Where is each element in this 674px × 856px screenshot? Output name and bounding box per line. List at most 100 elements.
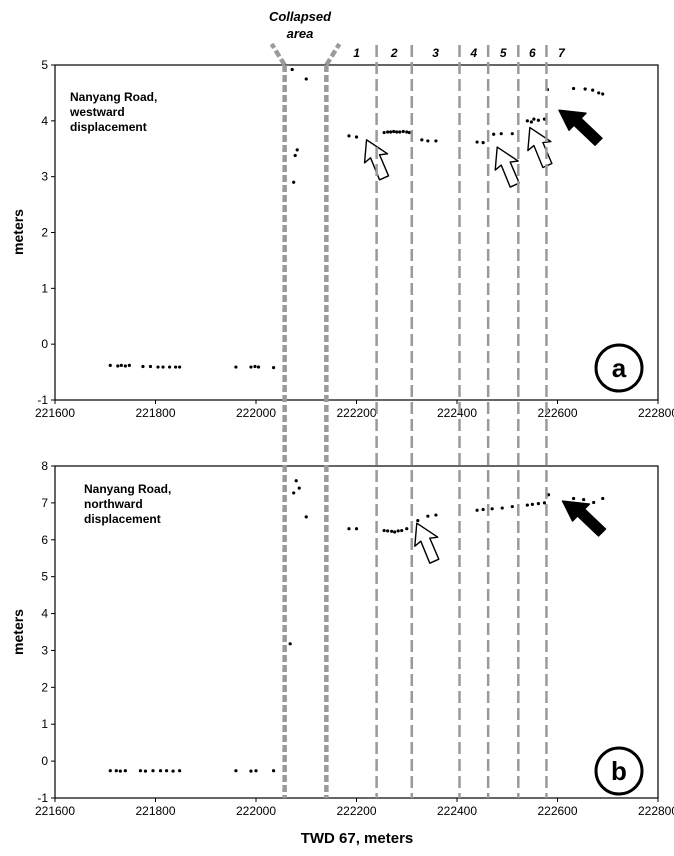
panel-a-title-line1: Nanyang Road, <box>70 90 157 104</box>
data-point <box>127 363 131 367</box>
open-arrow-icon <box>527 126 553 169</box>
panel-a-xtick-label: 222200 <box>336 406 376 420</box>
panel-b-ytick-label: 7 <box>41 496 48 510</box>
data-point <box>393 530 397 534</box>
zone-labels: 1 2 3 4 5 6 7 <box>353 46 566 60</box>
data-point <box>475 140 479 144</box>
data-point <box>234 365 238 369</box>
data-point <box>481 141 485 145</box>
panel-b-ylabel: meters <box>10 609 26 655</box>
zone-label-4: 4 <box>469 46 477 60</box>
panel-b: -1 0 1 2 3 4 5 6 7 8 221600 221800 222000 222200 22240… <box>10 459 674 818</box>
data-point <box>143 769 148 773</box>
data-point <box>398 130 402 134</box>
data-point <box>123 364 127 368</box>
open-arrow-icon <box>414 522 440 564</box>
data-point <box>297 486 301 490</box>
panel-b-title-line2: northward <box>84 497 143 511</box>
data-point <box>582 497 586 502</box>
panel-b-xtick-label: 222600 <box>537 804 577 818</box>
panel-a-ytick-label: 4 <box>41 114 48 128</box>
panel-a-ylabel: meters <box>10 209 26 255</box>
data-point <box>167 365 172 369</box>
data-point <box>116 364 120 368</box>
data-point <box>490 507 494 511</box>
data-point <box>123 769 127 773</box>
collapsed-area-flare <box>324 42 342 67</box>
data-point <box>401 129 405 134</box>
data-point <box>304 515 308 519</box>
panel-b-xtick-label: 222400 <box>437 804 477 818</box>
data-point <box>426 514 430 518</box>
data-point <box>592 500 596 505</box>
data-point <box>293 153 297 158</box>
data-point <box>148 364 153 369</box>
data-point <box>290 67 294 72</box>
collapsed-area-label-line1: Collapsed <box>269 9 332 24</box>
data-point <box>171 769 175 773</box>
data-point <box>249 365 253 369</box>
panel-a-label: a <box>612 353 627 383</box>
data-point <box>253 364 257 369</box>
data-point <box>536 118 541 122</box>
zone-label-1: 1 <box>353 46 360 60</box>
data-point <box>382 528 386 533</box>
data-point <box>178 769 182 773</box>
panel-a-arrows <box>363 109 603 188</box>
data-point <box>178 365 182 369</box>
data-point <box>420 138 424 142</box>
panel-a-frame <box>54 64 659 401</box>
data-point <box>475 508 479 512</box>
panel-a-xtick-label: 221600 <box>35 406 75 420</box>
data-point <box>254 769 258 773</box>
panel-b-ytick-label: 8 <box>41 459 48 473</box>
data-point <box>347 134 351 138</box>
panel-b-arrows <box>414 500 607 564</box>
data-point <box>158 769 163 773</box>
panel-b-label: b <box>611 756 627 786</box>
data-point <box>530 502 534 506</box>
panel-a-xtick-label: 222000 <box>236 406 276 420</box>
panel-b-ytick-label: 1 <box>41 717 48 731</box>
data-point <box>271 769 276 773</box>
data-point <box>571 496 576 501</box>
data-point <box>390 529 394 533</box>
data-point <box>405 527 409 531</box>
data-point <box>108 769 112 773</box>
data-point <box>536 502 541 506</box>
data-point <box>354 135 359 139</box>
panel-a-ytick-label: 2 <box>41 226 48 240</box>
panel-a-xtick-label: 222600 <box>537 406 577 420</box>
data-point <box>434 139 438 143</box>
data-point <box>386 130 390 134</box>
panel-b-ytick-label: -1 <box>37 791 48 805</box>
data-point <box>500 506 504 510</box>
panel-b-xtick-label: 222000 <box>236 804 276 818</box>
panel-a-ytick-label: 3 <box>41 170 48 184</box>
data-point <box>426 139 430 143</box>
panel-a-title-line2: westward <box>69 105 125 119</box>
panel-a-ytick-label: 5 <box>41 58 48 72</box>
data-point <box>392 129 396 134</box>
panel-a-ticks: -1 0 1 2 3 4 5 221600 221800 222000 222200 222400 22… <box>35 58 674 420</box>
open-arrow-icon <box>494 146 520 188</box>
data-point <box>395 130 399 134</box>
panel-b-xtick-label: 221600 <box>35 804 75 818</box>
data-point <box>304 77 308 81</box>
panel-b-ytick-label: 6 <box>41 533 48 547</box>
zone-label-5: 5 <box>500 46 507 60</box>
zone-label-2: 2 <box>390 46 398 60</box>
data-point <box>119 363 123 367</box>
data-point <box>141 364 145 369</box>
data-point <box>386 529 390 533</box>
data-point <box>583 87 587 91</box>
panel-a: -1 0 1 2 3 4 5 221600 221800 222000 222200 222400 22… <box>10 58 674 420</box>
panel-a-title-line3: displacement <box>70 120 147 134</box>
data-point <box>525 503 529 507</box>
panel-a-ytick-label: 1 <box>41 281 48 295</box>
data-point <box>571 86 576 91</box>
data-point <box>151 769 155 773</box>
data-point <box>510 504 514 509</box>
data-point <box>434 513 438 517</box>
